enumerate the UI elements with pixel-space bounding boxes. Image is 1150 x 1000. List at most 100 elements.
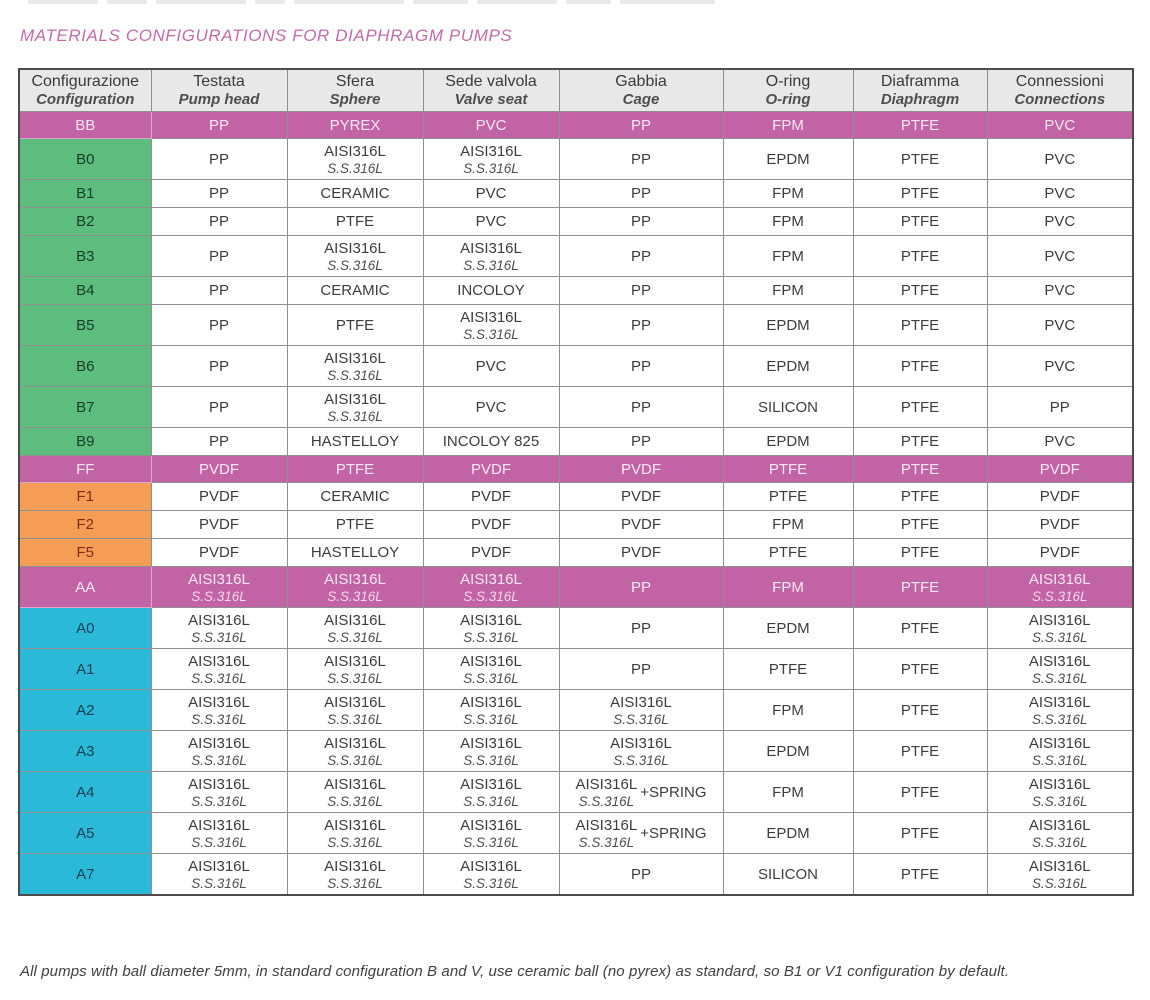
material-value: AISI316L [324,694,386,711]
material-cell: PTFE [852,207,988,236]
material-cell: PTFE [852,771,988,813]
material-cell: PVC [422,386,560,428]
material-value: PVC [1044,150,1076,168]
material-cell: PVDF [986,455,1134,483]
material-cell: PTFE [286,510,424,539]
material-value: PP [630,660,651,678]
material-value: AISI316L [460,735,522,752]
material-value: AISI316L [460,143,522,160]
material-cell: PYREX [286,111,424,139]
table-row-f1: F1 PVDF CERAMIC PVDF PVDF PTFE PTFE PVDF [18,482,1134,511]
material-value-sub: S.S.316L [191,794,247,809]
material-value-stack: AISI316L S.S.316L [154,570,285,604]
material-value: AISI316L [610,694,672,711]
material-value: PTFE [900,516,940,533]
material-value: AISI316L [324,735,386,752]
material-cell: CERAMIC [286,276,424,305]
material-value-stack: AISI316L S.S.316L [290,857,421,891]
material-cell: PTFE [722,482,854,511]
material-cell: CERAMIC [286,179,424,208]
material-value: AISI316L [188,612,250,629]
material-value: PYREX [329,116,381,134]
header-label-it: O-ring [765,73,811,90]
table-row-a5: A5 AISI316L S.S.316L AISI316L S.S.316L AISI31… [18,812,1134,854]
config-code-cell: BB [18,111,152,139]
material-value: AISI316L [324,350,386,367]
material-cell: PP [150,276,288,305]
material-value: FPM [772,516,804,533]
material-value: AISI316L [610,735,672,752]
material-cell: AISI316L S.S.316L [986,812,1134,854]
material-value-stack: AISI316L S.S.316L [426,308,557,342]
material-value: AISI316L [460,309,522,326]
material-cell: AISI316L S.S.316L [150,566,288,608]
column-header-pump-head: Testata Pump head [150,68,288,112]
material-cell: PVDF [150,455,288,483]
material-value-stack: AISI316L S.S.316L [426,857,557,891]
material-value: AISI316L [188,571,250,588]
material-value-stack: AISI316L S.S.316L [290,693,421,727]
material-value-sub: S.S.316L [1031,671,1088,686]
material-value: SILICON [757,398,818,416]
column-header-cage: Gabbia Cage [558,68,724,112]
material-cell: PTFE [852,455,988,483]
spring-suffix: +SPRING [640,783,707,801]
material-value: AISI316L [460,653,522,670]
material-cell: PP [150,345,288,387]
material-value: AISI316L [324,776,386,793]
material-cell: AISI316L S.S.316L [286,566,424,608]
material-cell: AISI316L S.S.316L +SPRING [558,812,724,854]
material-cell: PTFE [852,648,988,690]
material-value: PVC [1044,185,1076,202]
material-value: EPDM [766,619,810,637]
material-value: HASTELLOY [310,433,400,450]
material-cell: PP [558,304,724,346]
material-cell: PP [558,607,724,649]
material-value: PTFE [900,578,940,596]
material-value: FPM [772,247,804,265]
material-cell: PVDF [150,510,288,539]
material-value-stack: AISI316L S.S.316L [990,652,1131,686]
material-value-sub: S.S.316L [191,630,247,645]
material-value: CERAMIC [320,488,390,505]
material-cell: PP [558,386,724,428]
material-value: PTFE [768,660,808,678]
material-value-stack: AISI316L S.S.316L [562,693,721,727]
table-row-b7: B7 PP AISI316L S.S.316L PVC PP SILICON PTFE PP [18,386,1134,428]
material-with-suffix: AISI316L S.S.316L +SPRING [562,775,721,809]
material-cell: FPM [722,276,854,305]
material-value: PTFE [900,824,940,842]
material-cell: PTFE [852,304,988,346]
material-value: PP [630,213,651,230]
config-code-cell: A1 [18,648,152,690]
material-value: PVC [475,398,507,416]
material-cell: PP [558,566,724,608]
material-cell: PP [150,235,288,277]
material-value: AISI316L [324,240,386,257]
material-cell: PTFE [286,207,424,236]
material-value: PTFE [900,742,940,760]
material-cell: FPM [722,207,854,236]
material-value-sub: S.S.316L [327,671,383,686]
config-code-cell: A3 [18,730,152,772]
material-value: PP [208,398,229,416]
material-value: PVDF [620,516,661,533]
table-row-b0: B0 PP AISI316L S.S.316L AISI316L S.S.316L PP EP… [18,138,1134,180]
material-value-stack: AISI316L S.S.316L [426,693,557,727]
header-label-en: Sphere [329,91,381,108]
material-value: PP [630,247,651,265]
material-cell: INCOLOY [422,276,560,305]
material-cell: PTFE [852,730,988,772]
table-row-a0: A0 AISI316L S.S.316L AISI316L S.S.316L AISI31… [18,607,1134,649]
material-value-sub: S.S.316L [1031,794,1088,809]
material-cell: PVC [986,304,1134,346]
material-value: SILICON [757,865,818,883]
material-cell: PVDF [422,510,560,539]
material-value: FPM [772,701,804,719]
material-cell: AISI316L S.S.316L [422,607,560,649]
material-value: PVDF [1039,488,1080,505]
config-code-cell: A7 [18,853,152,896]
material-cell: PVC [422,345,560,387]
material-value-sub: S.S.316L [463,589,519,604]
material-value-sub: S.S.316L [191,589,247,604]
